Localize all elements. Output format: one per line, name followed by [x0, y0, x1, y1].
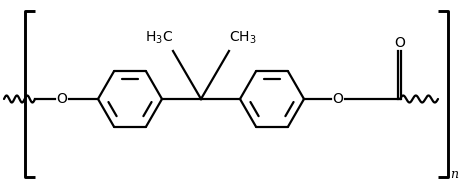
- Text: O: O: [394, 36, 405, 50]
- Text: O: O: [333, 92, 344, 106]
- Text: O: O: [56, 92, 67, 106]
- Text: CH$_3$: CH$_3$: [229, 30, 256, 46]
- Text: H$_3$C: H$_3$C: [145, 30, 173, 46]
- Text: n: n: [450, 168, 458, 181]
